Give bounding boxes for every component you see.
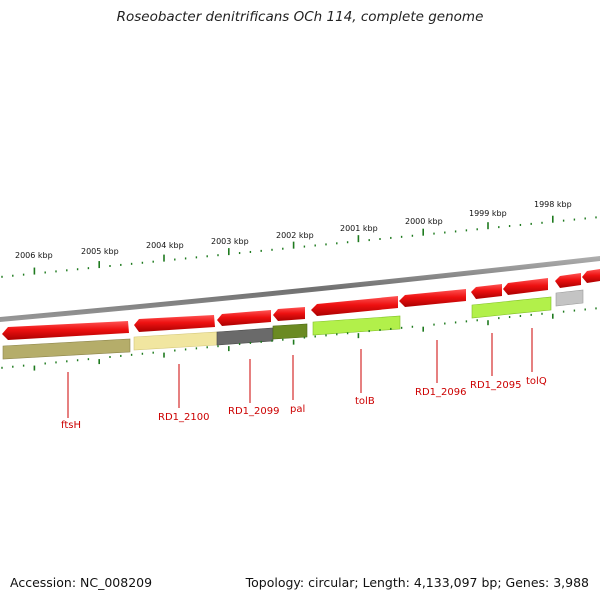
gene-arrow <box>503 278 548 295</box>
genome-summary-text: Topology: circular; Length: 4,133,097 bp… <box>245 575 589 590</box>
cog-block <box>133 331 218 351</box>
gene-arrow <box>2 321 129 340</box>
scale-label-2005: 2005 kbp <box>81 247 119 256</box>
gene-arrow <box>217 310 271 326</box>
genome-backbone <box>0 256 600 322</box>
cog-block <box>216 327 274 346</box>
gene-label-ftsH: ftsH <box>61 420 81 431</box>
scale-label-2000: 2000 kbp <box>405 217 443 226</box>
gene-label-RD1_2095: RD1_2095 <box>470 380 521 391</box>
gene-arrow <box>582 269 600 283</box>
gene-label-pal: pal <box>290 404 305 415</box>
gene-label-RD1_2100: RD1_2100 <box>158 412 209 423</box>
inner-tick-ring <box>1 307 597 371</box>
scale-label-1998: 1998 kbp <box>534 200 572 209</box>
gene-label-tolB: tolB <box>355 396 375 407</box>
gene-arrow <box>399 289 466 307</box>
cog-track <box>2 289 584 360</box>
leader-lines <box>67 328 533 418</box>
cog-block <box>2 338 131 360</box>
scale-label-2001: 2001 kbp <box>340 224 378 233</box>
gene-arrow <box>555 273 581 288</box>
cog-block <box>272 323 308 340</box>
gene-arrow <box>134 315 215 332</box>
accession-text: Accession: NC_008209 <box>10 575 153 590</box>
gene-arrow <box>471 284 502 299</box>
scale-label-2003: 2003 kbp <box>211 237 249 246</box>
scale-label-2004: 2004 kbp <box>146 241 184 250</box>
scale-label-1999: 1999 kbp <box>469 209 507 218</box>
scale-label-2006: 2006 kbp <box>15 251 53 260</box>
gene-arrow <box>311 296 398 316</box>
gene-track <box>2 269 600 340</box>
map-title: Roseobacter denitrificans OCh 114, compl… <box>116 9 484 25</box>
scale-label-2002: 2002 kbp <box>276 231 314 240</box>
cog-block <box>555 289 584 307</box>
gene-label-RD1_2099: RD1_2099 <box>228 406 279 417</box>
cog-block <box>312 315 401 336</box>
outer-tick-ring <box>1 215 597 278</box>
gene-arrow <box>273 307 305 321</box>
gene-label-tolQ: tolQ <box>526 376 547 387</box>
gene-label-RD1_2096: RD1_2096 <box>415 387 466 398</box>
cog-block <box>471 296 552 319</box>
